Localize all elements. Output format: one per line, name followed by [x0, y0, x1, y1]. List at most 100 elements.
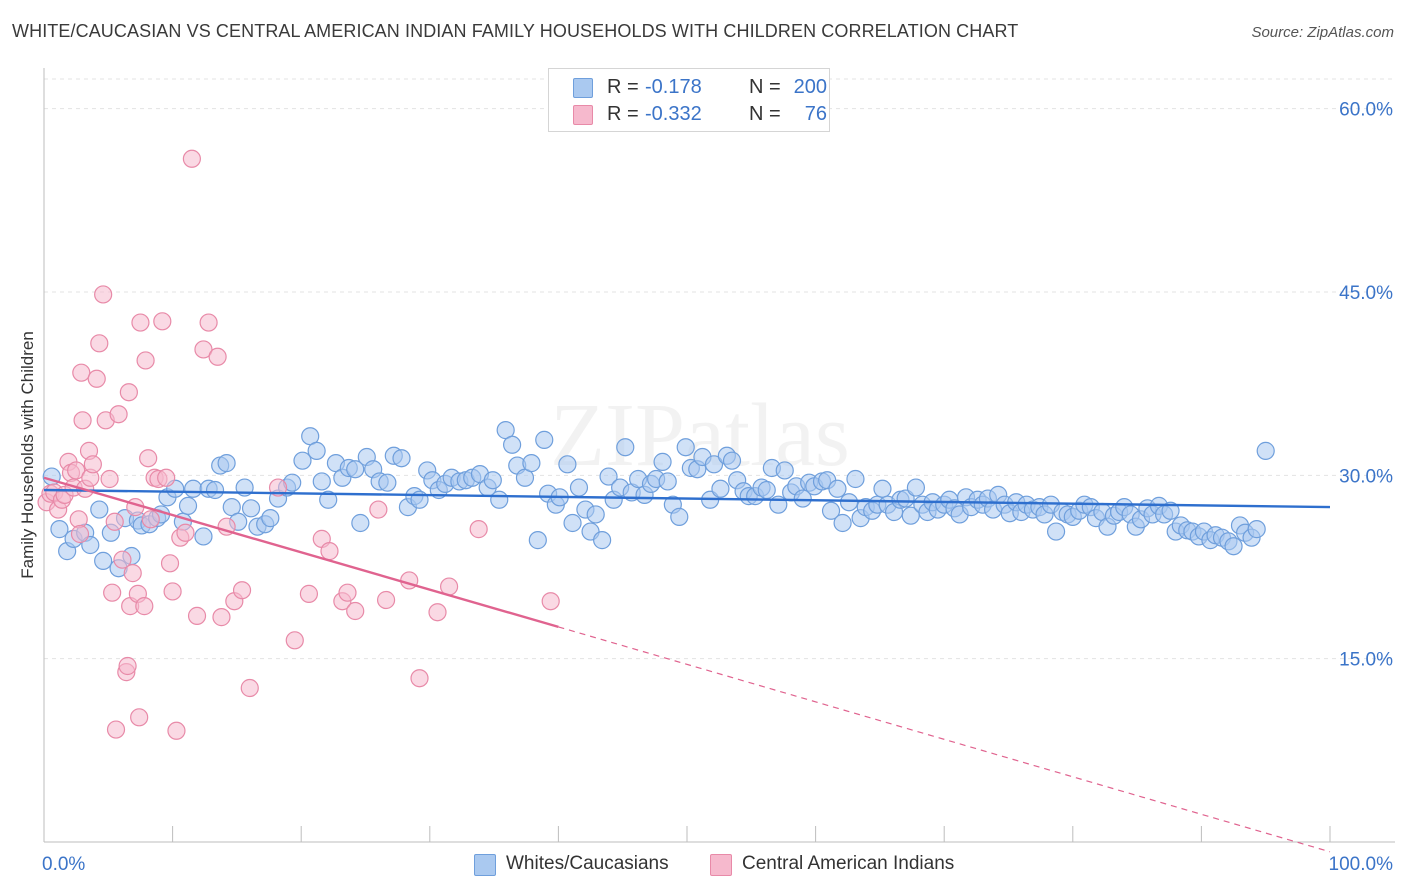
data-point	[160, 554, 180, 573]
data-point	[319, 490, 338, 509]
data-point	[757, 480, 776, 500]
data-point	[1224, 537, 1243, 556]
data-point	[676, 438, 695, 457]
data-point	[182, 149, 201, 168]
legend-n-value: 200	[793, 76, 827, 98]
data-point	[528, 531, 547, 550]
y-axis-label: Family Households with Children	[18, 331, 37, 579]
data-point	[90, 334, 109, 353]
data-point	[90, 500, 109, 519]
trend-line	[43, 476, 559, 629]
data-point	[522, 454, 541, 473]
trend-lines	[43, 476, 1331, 853]
axes	[43, 68, 1395, 843]
trend-line	[43, 488, 1331, 509]
data-point	[153, 312, 172, 331]
data-point	[1247, 520, 1266, 539]
data-point	[87, 369, 106, 388]
data-point	[503, 435, 522, 454]
legend-n-label: N =	[749, 103, 781, 125]
data-point	[483, 471, 502, 490]
legend-r-value: -0.332	[645, 103, 702, 125]
data-point	[205, 480, 225, 500]
data-point	[346, 601, 365, 621]
series-whites-points	[42, 421, 1275, 578]
data-point	[130, 708, 149, 727]
bottom-legend-label: Central American Indians	[742, 853, 955, 874]
trend-line-extension	[558, 626, 1331, 853]
data-point	[821, 501, 841, 520]
data-point	[72, 363, 91, 382]
data-point	[67, 461, 86, 480]
data-point	[167, 721, 186, 740]
legend-n-value: 76	[804, 103, 827, 125]
data-point	[704, 455, 724, 474]
data-point	[873, 479, 892, 498]
data-point	[299, 584, 319, 603]
data-point	[775, 461, 794, 480]
y-tick-label: 15.0%	[1339, 650, 1393, 671]
data-point	[490, 490, 509, 509]
data-point	[828, 479, 847, 498]
data-point	[241, 499, 261, 518]
data-point	[293, 451, 312, 470]
data-point	[109, 405, 128, 424]
data-point	[50, 520, 69, 539]
x-tick-label: 100.0%	[1329, 854, 1394, 875]
bottom-legend-swatch-blue	[474, 854, 496, 876]
legend-swatch-blue	[573, 78, 593, 98]
data-point	[94, 285, 113, 304]
data-point	[100, 469, 119, 489]
data-point	[194, 527, 213, 546]
data-point	[599, 467, 618, 486]
data-point	[312, 472, 331, 491]
data-point	[73, 411, 92, 430]
data-point	[135, 597, 154, 616]
data-point	[139, 449, 158, 468]
chart-title: WHITE/CAUCASIAN VS CENTRAL AMERICAN INDI…	[12, 21, 1019, 41]
data-point	[131, 313, 150, 332]
data-point	[711, 479, 730, 498]
data-point	[268, 478, 288, 497]
bottom-legend-label: Whites/Caucasians	[506, 853, 669, 874]
data-point	[558, 455, 577, 474]
data-point	[163, 582, 182, 601]
data-point	[208, 347, 227, 366]
tick-labels: 15.0% 30.0% 45.0% 60.0% 0.0% 100.0%	[42, 100, 1393, 875]
data-point	[428, 603, 447, 622]
data-point	[906, 478, 926, 497]
data-point	[346, 460, 365, 479]
data-point	[187, 606, 207, 625]
legend-r-value: -0.178	[645, 76, 702, 98]
data-point	[1256, 441, 1275, 460]
data-point	[670, 507, 689, 526]
data-point	[178, 496, 198, 515]
data-point	[833, 513, 852, 533]
data-point	[261, 509, 280, 528]
legend-swatch-pink	[573, 105, 593, 125]
data-point	[846, 469, 865, 489]
data-point	[376, 590, 396, 610]
data-point	[106, 720, 126, 739]
data-point	[157, 468, 176, 487]
data-point	[113, 550, 132, 569]
gridlines	[44, 78, 1395, 660]
data-point	[338, 583, 357, 602]
data-point	[541, 592, 560, 611]
bottom-legend-swatch-pink	[710, 854, 732, 876]
data-point	[212, 608, 231, 627]
x-tick-label: 0.0%	[42, 854, 85, 875]
data-point	[569, 478, 589, 497]
data-point	[123, 564, 142, 583]
data-point	[351, 513, 370, 533]
y-tick-label: 60.0%	[1339, 100, 1393, 121]
data-point	[184, 479, 203, 498]
data-point	[658, 472, 677, 491]
data-point	[94, 551, 113, 570]
data-point	[563, 513, 582, 533]
series-central-american-indians-points	[37, 149, 560, 740]
data-point	[217, 454, 236, 473]
data-point	[793, 489, 812, 508]
data-point	[593, 531, 612, 550]
